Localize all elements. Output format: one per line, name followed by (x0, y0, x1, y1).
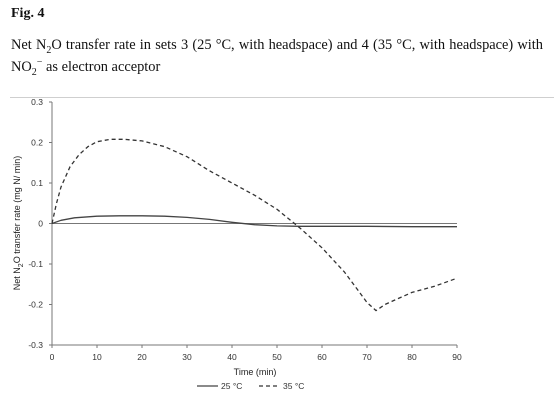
figure-label: Fig. 4 (11, 6, 45, 21)
x-tick-labels: 0 10 20 30 40 50 60 70 80 90 (50, 345, 462, 362)
x-tick-label: 20 (137, 352, 147, 362)
x-tick-label: 40 (227, 352, 237, 362)
figure-caption: Net N2O transfer rate in sets 3 (25 °C, … (11, 34, 543, 78)
x-tick-label: 90 (452, 352, 462, 362)
y-tick-labels: 0.3 0.2 0.1 0 -0.1 -0.2 -0.3 (28, 97, 52, 350)
caption-text-3: as electron acceptor (42, 59, 161, 75)
caption-text-1: Net N (11, 37, 47, 53)
chart-axes (51, 102, 457, 346)
y-axis-title-pre: Net N (12, 267, 22, 290)
caption-superscript: − (36, 57, 43, 69)
caption-subscript-1: 2 (46, 44, 52, 56)
y-axis-title: Net N2O transfer rate (mg N/ min) (12, 156, 25, 290)
x-tick-label: 70 (362, 352, 372, 362)
y-tick-label: 0.2 (31, 138, 43, 148)
y-tick-label: 0 (38, 219, 43, 229)
x-tick-label: 50 (272, 352, 282, 362)
chart-legend: 25 °C 35 °C (197, 381, 304, 391)
legend-label-1: 25 °C (221, 381, 242, 391)
caption-subscript-2: 2 (31, 66, 37, 78)
y-axis-title-post: O transfer rate (mg N/ min) (12, 156, 22, 264)
legend-label-2: 35 °C (283, 381, 304, 391)
y-axis-title-subscript: 2 (18, 263, 25, 267)
caption-text-2: O transfer rate in sets 3 (25 °C, with h… (11, 37, 543, 75)
x-tick-label: 10 (92, 352, 102, 362)
x-tick-label: 80 (407, 352, 417, 362)
x-tick-label: 60 (317, 352, 327, 362)
series-line-1 (51, 215, 457, 228)
y-tick-label: -0.1 (28, 259, 43, 269)
caption-divider (10, 97, 554, 98)
x-tick-label: 0 (50, 352, 55, 362)
y-tick-label: -0.2 (28, 300, 43, 310)
series-lines (51, 138, 458, 312)
y-tick-label: -0.3 (28, 340, 43, 350)
y-tick-label: 0.3 (31, 97, 43, 107)
x-axis-title: Time (min) (234, 367, 277, 377)
series-line-2 (51, 138, 458, 312)
y-tick-label: 0.1 (31, 178, 43, 188)
x-tick-label: 30 (182, 352, 192, 362)
